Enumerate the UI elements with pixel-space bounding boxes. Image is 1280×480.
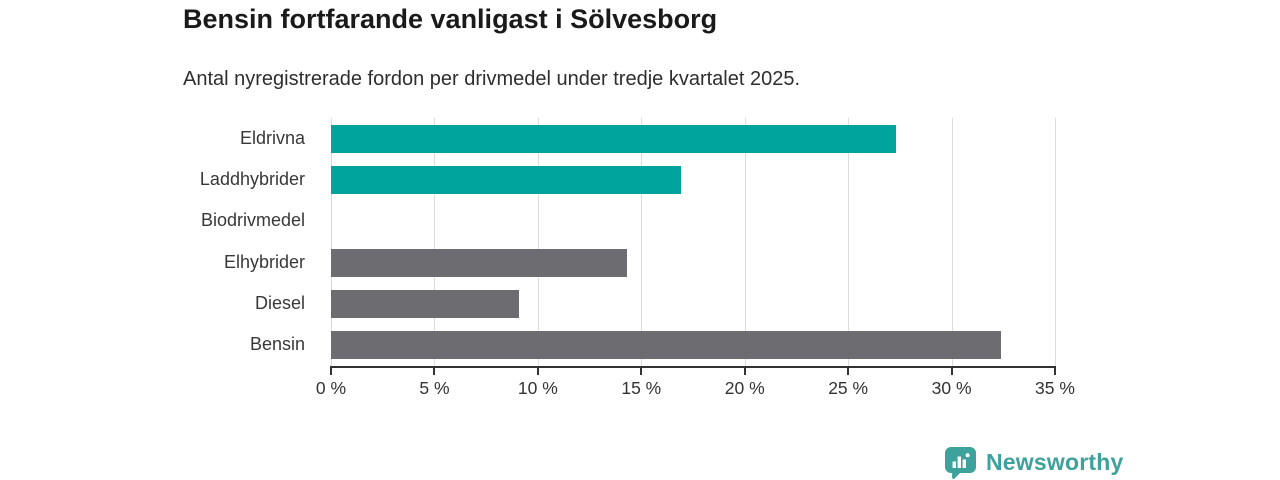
gridline [331, 118, 332, 366]
x-axis-tick [330, 368, 332, 375]
category-axis: Eldrivna Laddhybrider Biodrivmedel Elhybrid… [0, 118, 318, 366]
x-axis-tick [536, 368, 539, 375]
gridline [1055, 118, 1056, 366]
x-axis-tick-label: 20 % [724, 378, 765, 398]
category-label: Bensin [249, 334, 305, 355]
bar-eldrivna [331, 124, 896, 153]
gridline [848, 118, 850, 366]
x-axis-tick-label: 25 % [828, 378, 869, 398]
gridline [744, 118, 746, 366]
category-label: Elhybrider [223, 251, 305, 272]
newsworthy-wordmark: Newsworthy [986, 449, 1124, 475]
x-axis-tick-label: 10 % [517, 378, 558, 398]
x-axis-tick-label: 30 % [931, 378, 972, 398]
category-label: Eldrivna [239, 127, 305, 148]
gridline [951, 118, 953, 366]
branding-footer: Newsworthy [944, 446, 1123, 479]
gridline [434, 118, 436, 366]
bar-elhybrider [331, 248, 627, 277]
bar-diesel [331, 290, 520, 318]
x-axis-tick-label: 5 % [419, 378, 450, 398]
x-axis-tick [433, 368, 436, 375]
gridline [641, 118, 643, 366]
newsworthy-logo-icon [945, 447, 976, 479]
bar-bensin [331, 331, 1002, 360]
x-axis-tick [1054, 368, 1056, 375]
x-axis-tick-label: 15 % [621, 378, 662, 398]
bar-laddhybrider [331, 166, 681, 194]
x-axis-tick [950, 368, 953, 375]
category-label: Laddhybrider [199, 169, 305, 189]
x-axis-tick [743, 368, 746, 375]
chart-title: Bensin fortfarande vanligast i Sölvesbor… [183, 4, 718, 34]
plot-area: 0 % 5 % 10 % 15 % 20 % 25 % 30 % 35 % [316, 118, 1075, 398]
x-axis-tick-label: 35 % [1035, 378, 1075, 398]
gridline [537, 118, 539, 366]
x-axis-tick [847, 368, 850, 375]
x-axis-line [330, 366, 1056, 368]
category-label: Diesel [254, 293, 305, 313]
category-label: Biodrivmedel [200, 210, 305, 231]
x-axis-tick-label: 0 % [315, 378, 347, 398]
x-axis-tick [640, 368, 643, 375]
chart-subtitle: Antal nyregistrerade fordon per drivmede… [183, 68, 801, 90]
